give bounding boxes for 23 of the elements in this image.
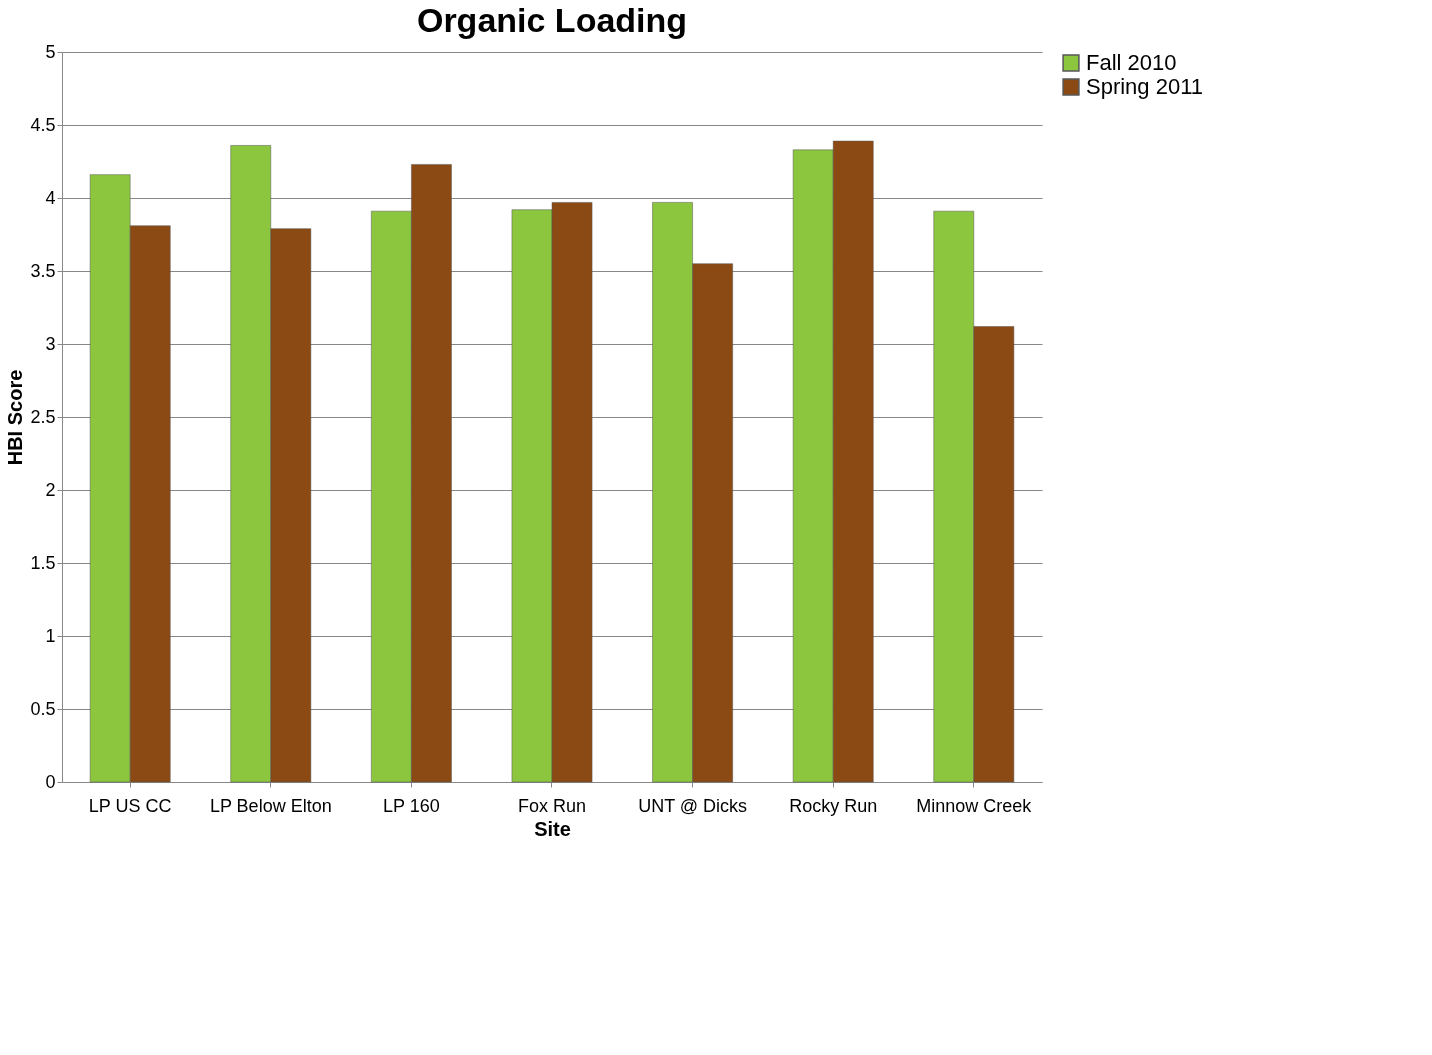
legend-label: Spring 2011 [1086, 74, 1204, 99]
y-tick-label: 5 [45, 41, 56, 62]
y-tick-label: 2.5 [30, 406, 56, 427]
y-tick-label: 1 [45, 625, 56, 646]
y-tick-label: 0 [45, 771, 56, 792]
y-tick-label: 4.5 [30, 114, 56, 135]
x-tick-label: Minnow Creek [916, 795, 1033, 816]
y-tick-label: 2 [45, 479, 56, 500]
x-tick-label: UNT @ Dicks [638, 795, 748, 816]
x-tick-label: Rocky Run [789, 795, 878, 816]
legend-label: Fall 2010 [1086, 50, 1177, 75]
x-tick-label: LP 160 [383, 795, 440, 816]
y-tick-label: 3 [45, 333, 56, 354]
y-tick-label: 1.5 [30, 552, 56, 573]
chart-title: Organic Loading [416, 1, 688, 39]
x-tick-label: LP Below Elton [209, 795, 332, 816]
y-tick-label: 3.5 [30, 260, 56, 281]
y-axis-title: HBI Score [4, 369, 27, 466]
x-tick-label: LP US CC [88, 795, 172, 816]
y-tick-label: 4 [45, 187, 56, 208]
x-axis-title: Site [534, 817, 571, 840]
x-tick-label: Fox Run [517, 795, 587, 816]
y-tick-label: 0.5 [30, 698, 56, 719]
